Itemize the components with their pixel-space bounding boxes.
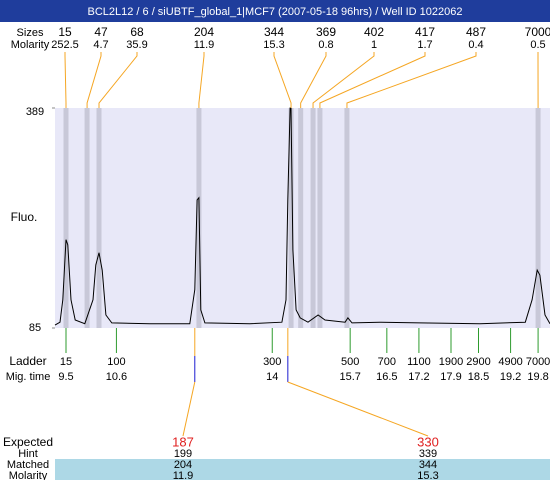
peak-size: 68 [130, 25, 144, 39]
ladder-size: 100 [107, 356, 125, 368]
axis-label: Fluo. [11, 210, 38, 224]
peak-connector [65, 52, 66, 108]
expected-connector [288, 382, 428, 436]
ladder-size: 300 [263, 356, 281, 368]
matched-molarity: 15.3 [417, 470, 438, 480]
mig-time: 9.5 [58, 371, 73, 383]
peak-size: 487 [466, 25, 486, 39]
peak-connector [347, 52, 476, 108]
peak-band [298, 108, 303, 328]
peak-band [85, 108, 90, 328]
mig-time: 14 [266, 371, 278, 383]
ladder-size: 700 [378, 356, 396, 368]
y-tick-label: 389 [26, 106, 44, 118]
peak-molarity: 0.8 [318, 39, 333, 51]
peak-molarity: 1.7 [417, 39, 432, 51]
mig-time: 17.2 [408, 371, 429, 383]
row-label: Sizes [17, 27, 44, 39]
ladder-size: 15 [60, 356, 72, 368]
peak-molarity: 0.4 [468, 39, 483, 51]
peak-band [317, 108, 322, 328]
peak-size: 417 [415, 25, 435, 39]
ladder-size: 2900 [466, 356, 490, 368]
expected-connector [183, 382, 195, 436]
peak-molarity: 252.5 [51, 39, 79, 51]
matched-molarity: 11.9 [173, 470, 194, 480]
peak-band [311, 108, 316, 328]
row-label: Mig. time [6, 371, 51, 383]
peak-molarity: 4.7 [93, 39, 108, 51]
peak-size: 344 [264, 25, 284, 39]
peak-connector [313, 52, 374, 108]
peak-molarity: 15.3 [263, 39, 284, 51]
ladder-size: 500 [341, 356, 359, 368]
peak-band [97, 108, 102, 328]
peak-band [536, 108, 541, 328]
mig-time: 15.7 [339, 371, 360, 383]
peak-connector [87, 52, 101, 108]
peak-band [64, 108, 69, 328]
peak-band [344, 108, 349, 328]
peak-molarity: 1 [371, 39, 377, 51]
peak-connector [301, 52, 326, 108]
peak-connector [99, 52, 137, 108]
peak-size: 15 [58, 25, 72, 39]
peak-size: 7000 [525, 25, 550, 39]
row-label: Molarity [11, 39, 50, 51]
ladder-size: 1900 [439, 356, 463, 368]
peak-connector [274, 52, 291, 108]
peak-size: 204 [194, 25, 214, 39]
row-label: Molarity [9, 470, 48, 480]
mig-time: 17.9 [440, 371, 461, 383]
peak-molarity: 0.5 [530, 39, 545, 51]
mig-time: 16.5 [376, 371, 397, 383]
row-label: Ladder [9, 354, 46, 368]
ladder-size: 7000 [526, 356, 550, 368]
peak-molarity: 35.9 [126, 39, 147, 51]
y-tick-label: 85 [29, 322, 41, 334]
ladder-size: 4900 [498, 356, 522, 368]
peak-molarity: 11.9 [194, 39, 215, 51]
title: BCL2L12 / 6 / siUBTF_global_1|MCF7 (2007… [87, 6, 462, 18]
peak-size: 369 [316, 25, 336, 39]
mig-time: 18.5 [468, 371, 489, 383]
peak-size: 402 [364, 25, 384, 39]
ladder-size: 1100 [407, 356, 431, 368]
mig-time: 19.8 [527, 371, 548, 383]
mig-time: 19.2 [500, 371, 521, 383]
peak-connector [199, 52, 204, 108]
peak-size: 47 [94, 25, 108, 39]
matched-band [55, 459, 550, 480]
mig-time: 10.6 [106, 371, 127, 383]
